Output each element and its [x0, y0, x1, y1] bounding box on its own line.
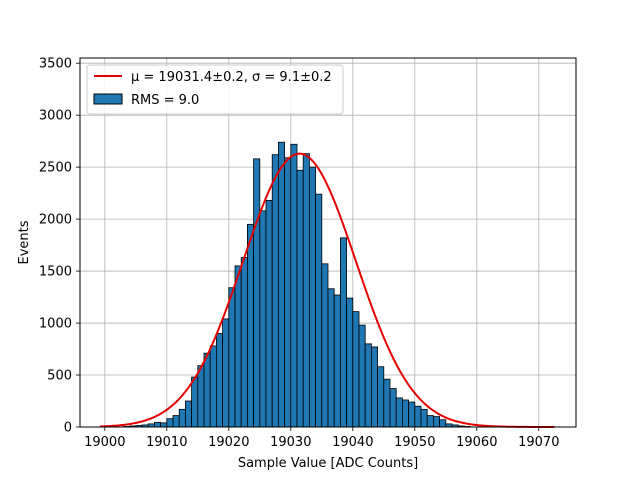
histogram-bar — [420, 408, 428, 428]
histogram-bar — [370, 346, 378, 428]
x-axis-ticks: 19000 19010 19020 19030 19040 19050 19060 19070 — [84, 427, 559, 450]
histogram-bar — [277, 141, 285, 428]
histogram-bar — [166, 418, 174, 428]
legend-box — [86, 64, 344, 115]
y-tick-label: 0 — [64, 421, 72, 436]
histogram-bar — [408, 401, 416, 428]
histogram-bar — [203, 352, 211, 428]
histogram-bar — [253, 158, 261, 428]
x-tick-label: 19050 — [394, 435, 435, 450]
legend-fit-label: μ = 19031.4±0.2, σ = 9.1±0.2 — [131, 70, 332, 85]
histogram-bar — [321, 263, 329, 428]
histogram-bar — [184, 400, 192, 428]
y-tick-label: 1500 — [39, 265, 72, 280]
histogram-bar — [160, 422, 168, 428]
y-axis-ticks: 0 500 1000 1500 2000 2500 3000 3500 — [39, 57, 80, 436]
y-tick-label: 1000 — [39, 317, 72, 332]
histogram-bar — [333, 294, 341, 428]
histogram-bar — [222, 318, 230, 428]
histogram-bar — [259, 210, 267, 428]
histogram-bar — [439, 419, 447, 428]
histogram-bar — [265, 200, 273, 428]
y-tick-label: 500 — [47, 369, 72, 384]
histogram-bar — [339, 237, 347, 428]
y-tick-label: 2000 — [39, 213, 72, 228]
gaussian-fit-curve — [99, 152, 555, 428]
histogram-bar — [383, 378, 391, 428]
histogram-bars — [123, 141, 471, 428]
histogram-bar — [234, 265, 242, 428]
histogram-bar — [284, 157, 292, 428]
histogram-bar — [315, 193, 323, 428]
histogram-bar — [426, 415, 434, 428]
histogram-bar — [178, 408, 186, 428]
y-axis-label: Events — [17, 220, 32, 264]
histogram-bar — [246, 223, 254, 428]
histogram-bar — [172, 415, 180, 428]
x-tick-label: 19070 — [518, 435, 559, 450]
legend-histogram-label: RMS = 9.0 — [131, 93, 199, 108]
histogram-bar — [327, 288, 335, 428]
histogram-bar — [191, 376, 199, 428]
histogram-bar — [358, 324, 366, 428]
histogram-bar — [395, 397, 403, 428]
histogram-bar — [346, 297, 354, 428]
histogram-bar — [401, 399, 409, 428]
histogram-bar — [389, 388, 397, 428]
y-tick-label: 2500 — [39, 161, 72, 176]
histogram-bar — [296, 169, 304, 428]
x-tick-label: 19060 — [456, 435, 497, 450]
histogram-bar — [302, 153, 310, 428]
histogram-bar — [153, 421, 161, 428]
histogram-bar — [215, 333, 223, 428]
histogram-bar — [271, 154, 279, 428]
histogram-bar — [414, 405, 422, 428]
histogram-bar — [432, 416, 440, 428]
legend-histogram-swatch — [93, 93, 123, 105]
x-tick-label: 19040 — [332, 435, 373, 450]
x-tick-label: 19000 — [84, 435, 125, 450]
y-tick-label: 3500 — [39, 57, 72, 72]
plot-frame — [79, 57, 577, 428]
histogram-bar — [364, 343, 372, 428]
x-tick-label: 19010 — [146, 435, 187, 450]
legend: μ = 19031.4±0.2, σ = 9.1±0.2 RMS = 9.0 — [86, 64, 344, 115]
histogram-bar — [377, 366, 385, 428]
histogram-bar — [197, 365, 205, 428]
y-tick-label: 3000 — [39, 109, 72, 124]
histogram-bar — [209, 345, 217, 428]
histogram-bar — [290, 143, 298, 428]
histogram-bar — [228, 287, 236, 428]
x-tick-label: 19020 — [208, 435, 249, 450]
histogram-bar — [352, 311, 360, 428]
histogram-bar — [308, 166, 316, 428]
x-tick-label: 19030 — [270, 435, 311, 450]
x-axis-label: Sample Value [ADC Counts] — [238, 456, 418, 471]
histogram-bar — [240, 257, 248, 428]
